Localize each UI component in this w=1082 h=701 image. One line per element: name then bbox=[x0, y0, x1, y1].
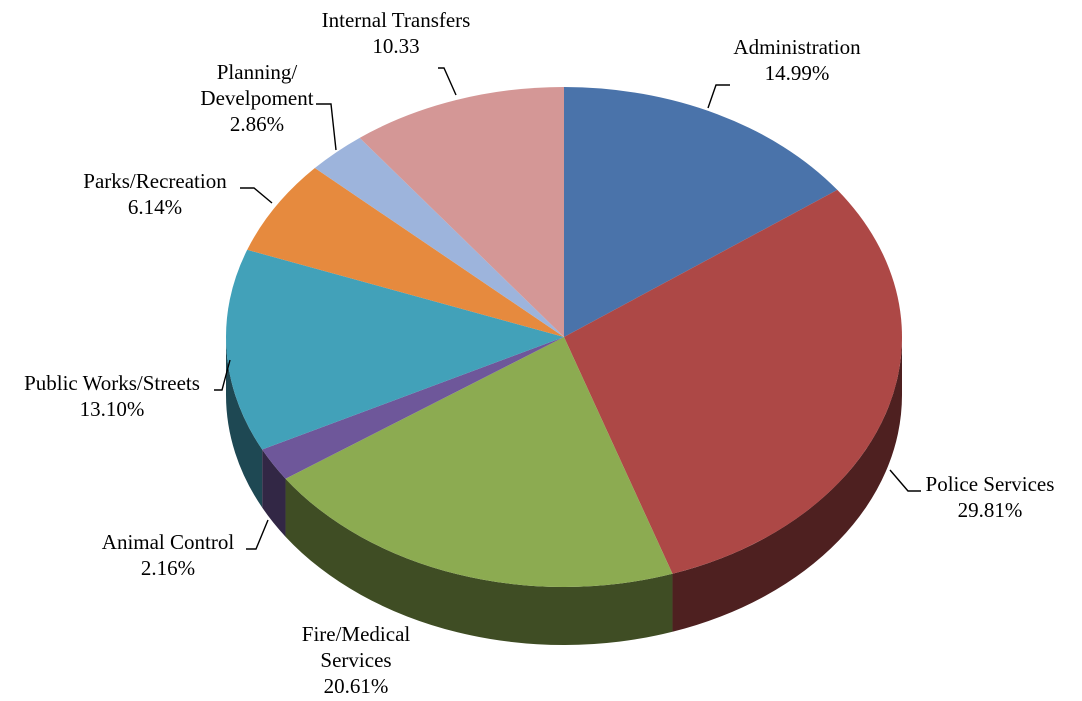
data-label-line: Planning/ bbox=[217, 60, 298, 84]
leader-lines bbox=[214, 67, 921, 550]
data-label-parks-recreation: Parks/Recreation 6.14% bbox=[83, 169, 227, 219]
data-label-public-works-streets: Public Works/Streets 13.10% bbox=[24, 371, 200, 421]
data-label-line: 20.61% bbox=[324, 674, 389, 698]
pie-slice-animal-control bbox=[262, 337, 564, 479]
leader-line-planning-develpoment bbox=[316, 103, 337, 151]
pie-side-police-services bbox=[672, 337, 902, 632]
pie-top-layer bbox=[225, 87, 903, 587]
data-label-internal-transfers: Internal Transfers 10.33 bbox=[322, 8, 471, 58]
data-label-animal-control: Animal Control 2.16% bbox=[102, 530, 235, 580]
pie-slice-public-works-streets bbox=[225, 249, 564, 450]
leader-line-police-services bbox=[889, 469, 921, 492]
pie-side-public-works-streets bbox=[226, 337, 263, 508]
data-label-line: Animal Control bbox=[102, 530, 235, 554]
pie-slice-fire-medical-services bbox=[285, 337, 673, 587]
data-label-line: 29.81% bbox=[958, 498, 1023, 522]
data-label-line: Public Works/Streets bbox=[24, 371, 200, 395]
data-label-line: Parks/Recreation bbox=[83, 169, 227, 193]
pie-slice-police-services bbox=[564, 189, 903, 574]
data-label-line: 2.86% bbox=[230, 112, 284, 136]
leader-line-administration bbox=[707, 84, 730, 109]
data-label-police-services: Police Services 29.81% bbox=[926, 472, 1055, 522]
data-label-line: 2.16% bbox=[141, 556, 195, 580]
data-label-line: Administration bbox=[733, 35, 861, 59]
pie-slice-parks-recreation bbox=[247, 168, 564, 337]
pie-slice-planning-develpoment bbox=[314, 137, 564, 337]
leader-line-animal-control bbox=[246, 519, 269, 550]
pie-slice-internal-transfers bbox=[359, 87, 564, 337]
data-label-administration: Administration 14.99% bbox=[733, 35, 861, 85]
data-label-line: Police Services bbox=[926, 472, 1055, 496]
pie-slice-administration bbox=[564, 87, 838, 337]
leader-line-parks-recreation bbox=[240, 187, 273, 204]
data-label-line: 6.14% bbox=[128, 195, 182, 219]
pie-depth-layer bbox=[226, 337, 902, 645]
leader-line-internal-transfers bbox=[438, 67, 457, 96]
data-labels: Administration 14.99% Police Services 29.81… bbox=[24, 8, 1054, 698]
pie-side-fire-medical-services bbox=[285, 478, 673, 645]
data-label-line: Services bbox=[320, 648, 391, 672]
data-label-line: Develpoment bbox=[200, 86, 313, 110]
leader-line-public-works-streets bbox=[214, 359, 231, 391]
data-label-planning-develpoment: Planning/Develpoment 2.86% bbox=[200, 60, 313, 136]
pie-side-animal-control bbox=[262, 449, 286, 537]
data-label-fire-medical-services: Fire/Medical Services 20.61% bbox=[302, 622, 411, 698]
data-label-line: 10.33 bbox=[372, 34, 419, 58]
data-label-line: Internal Transfers bbox=[322, 8, 471, 32]
data-label-line: 14.99% bbox=[765, 61, 830, 85]
data-label-line: Fire/Medical bbox=[302, 622, 411, 646]
data-label-line: 13.10% bbox=[80, 397, 145, 421]
